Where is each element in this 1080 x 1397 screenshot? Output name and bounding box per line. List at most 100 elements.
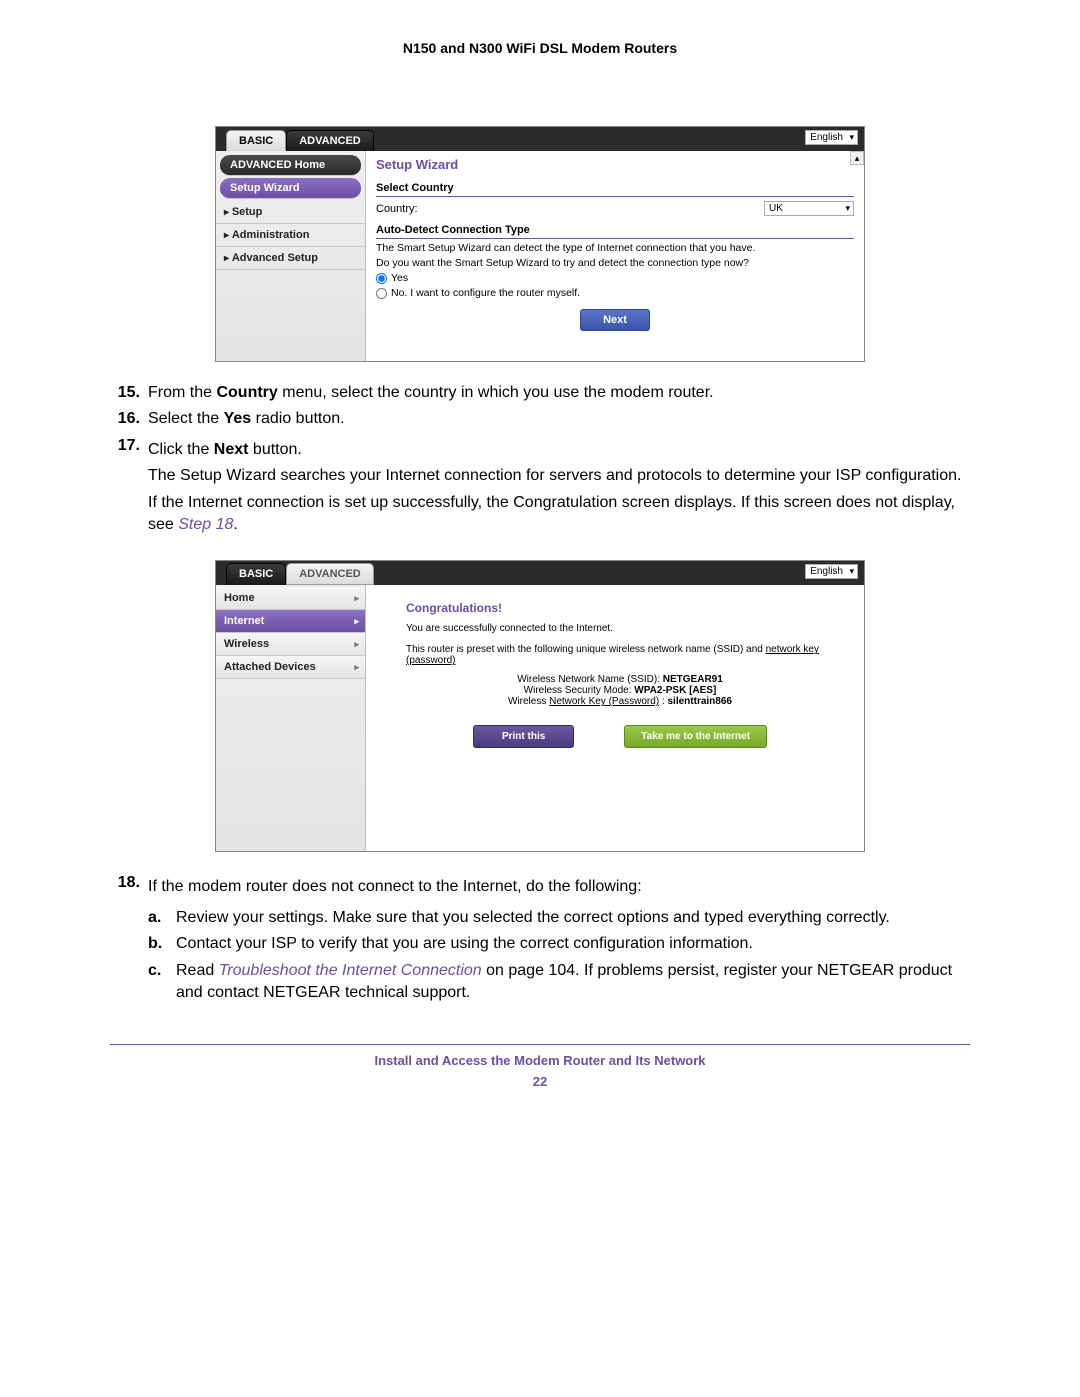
substep-b: b. Contact your ISP to verify that you a… [148, 933, 970, 955]
sidebar-item-label: Administration [232, 229, 310, 241]
top-bar: BASIC ADVANCED English [216, 561, 864, 585]
step-number: 17. [110, 435, 148, 541]
step-18: 18. If the modem router does not connect… [110, 872, 970, 902]
chevron-right-icon: ▸ [354, 616, 359, 627]
step-number: 15. [110, 382, 148, 404]
step-text: Click the [148, 441, 214, 458]
tab-basic[interactable]: BASIC [226, 130, 286, 151]
print-this-button[interactable]: Print this [473, 725, 574, 748]
radio-no-label: No. I want to configure the router mysel… [391, 287, 580, 299]
scroll-up-icon[interactable]: ▴ [850, 151, 864, 165]
substep-c: c. Read Troubleshoot the Internet Connec… [148, 960, 970, 1005]
top-bar: BASIC ADVANCED English [216, 127, 864, 151]
chevron-right-icon: ▸ [354, 639, 359, 650]
footer-rule [110, 1044, 970, 1045]
step-text: menu, select the country in which you us… [278, 384, 714, 401]
section-auto-detect: Auto-Detect Connection Type [376, 224, 854, 239]
sidebar-item-label: Advanced Setup [232, 252, 318, 264]
mode-label: Wireless Security Mode: [524, 685, 635, 696]
language-select[interactable]: English [805, 564, 858, 579]
substep-letter: a. [148, 907, 176, 929]
congrats-line2a: This router is preset with the following… [406, 644, 766, 655]
tab-basic[interactable]: BASIC [226, 563, 286, 585]
step-16: 16. Select the Yes radio button. [110, 408, 970, 430]
sidebar-item-attached-devices[interactable]: Attached Devices ▸ [216, 656, 365, 679]
bold-yes: Yes [224, 410, 252, 427]
substep-letter: b. [148, 933, 176, 955]
sidebar: Home ▸ Internet ▸ Wireless ▸ Attached Devic… [216, 585, 366, 851]
step-text: radio button. [251, 410, 344, 427]
sidebar-item-setup[interactable]: Setup [216, 201, 365, 224]
sidebar-item-wireless[interactable]: Wireless ▸ [216, 633, 365, 656]
ssid-value: NETGEAR91 [663, 674, 723, 685]
substep-a: a. Review your settings. Make sure that … [148, 907, 970, 929]
language-select[interactable]: English [805, 130, 858, 145]
radio-yes[interactable] [376, 273, 387, 284]
bold-next: Next [214, 441, 249, 458]
tab-advanced[interactable]: ADVANCED [286, 130, 374, 151]
tab-advanced[interactable]: ADVANCED [286, 563, 374, 585]
radio-no-row[interactable]: No. I want to configure the router mysel… [376, 287, 854, 299]
footer-title: Install and Access the Modem Router and … [110, 1053, 970, 1068]
step-17-p2: The Setup Wizard searches your Internet … [148, 465, 970, 487]
sidebar-item-advanced-home[interactable]: ADVANCED Home [220, 155, 361, 176]
instruction-block-2: 18. If the modem router does not connect… [110, 872, 970, 1004]
substep-text: Read [176, 962, 219, 979]
next-button[interactable]: Next [580, 309, 650, 331]
country-select[interactable]: UK [764, 201, 854, 216]
sidebar-item-setup-wizard[interactable]: Setup Wizard [220, 178, 361, 199]
sidebar-item-home[interactable]: Home ▸ [216, 587, 365, 610]
step-text: Select the [148, 410, 224, 427]
radio-no[interactable] [376, 288, 387, 299]
sidebar-item-label: Wireless [224, 638, 269, 650]
instruction-block-1: 15. From the Country menu, select the co… [110, 382, 970, 540]
bold-country: Country [216, 384, 277, 401]
sidebar-item-label: Home [224, 592, 255, 604]
sidebar-item-administration[interactable]: Administration [216, 224, 365, 247]
auto-detect-desc-2: Do you want the Smart Setup Wizard to tr… [376, 257, 854, 269]
section-select-country: Select Country [376, 182, 854, 197]
key-label-b: : [659, 696, 667, 707]
substep-letter: c. [148, 960, 176, 1005]
doc-header-title: N150 and N300 WiFi DSL Modem Routers [110, 40, 970, 56]
step-17-p3a: If the Internet connection is set up suc… [148, 494, 955, 533]
step-text: button. [248, 441, 301, 458]
step-17: 17. Click the Next button. The Setup Wiz… [110, 435, 970, 541]
step-number: 16. [110, 408, 148, 430]
radio-yes-row[interactable]: Yes [376, 272, 854, 284]
sidebar-item-advanced-setup[interactable]: Advanced Setup [216, 247, 365, 270]
sidebar-item-label: Attached Devices [224, 661, 316, 673]
mode-value: WPA2-PSK [AES] [634, 685, 716, 696]
chevron-right-icon: ▸ [354, 662, 359, 673]
congrats-line1: You are successfully connected to the In… [406, 623, 834, 634]
radio-yes-label: Yes [391, 272, 408, 284]
link-step-18[interactable]: Step 18 [178, 516, 233, 533]
ssid-label: Wireless Network Name (SSID): [517, 674, 663, 685]
sidebar: ADVANCED Home Setup Wizard Setup Adminis… [216, 151, 366, 361]
country-label: Country: [376, 203, 418, 215]
congrats-title: Congratulations! [406, 601, 854, 615]
sidebar-item-label: Setup [232, 206, 263, 218]
main-panel: ▴ Setup Wizard Select Country Country: U… [366, 151, 864, 361]
chevron-right-icon: ▸ [354, 593, 359, 604]
sidebar-item-label: Internet [224, 615, 264, 627]
step-text: From the [148, 384, 216, 401]
key-value: silenttrain866 [668, 696, 732, 707]
panel-title: Setup Wizard [376, 157, 854, 172]
step-15: 15. From the Country menu, select the co… [110, 382, 970, 404]
auto-detect-desc-1: The Smart Setup Wizard can detect the ty… [376, 242, 854, 254]
step-17-p3b: . [233, 516, 237, 533]
screenshot-congratulations: BASIC ADVANCED English Home ▸ Internet ▸ W… [215, 560, 865, 852]
take-me-to-internet-button[interactable]: Take me to the Internet [624, 725, 767, 748]
screenshot-setup-wizard: BASIC ADVANCED English ADVANCED Home Set… [215, 126, 865, 362]
substep-text: Review your settings. Make sure that you… [176, 907, 970, 929]
step-18-intro: If the modem router does not connect to … [148, 876, 970, 898]
step-number: 18. [110, 872, 148, 902]
key-label-a: Wireless [508, 696, 549, 707]
main-panel: Congratulations! You are successfully co… [366, 585, 864, 851]
key-label-underline: Network Key (Password) [549, 696, 659, 707]
link-troubleshoot[interactable]: Troubleshoot the Internet Connection [219, 962, 482, 979]
footer-page-number: 22 [110, 1074, 970, 1089]
substep-text: Contact your ISP to verify that you are … [176, 933, 970, 955]
sidebar-item-internet[interactable]: Internet ▸ [216, 610, 365, 633]
